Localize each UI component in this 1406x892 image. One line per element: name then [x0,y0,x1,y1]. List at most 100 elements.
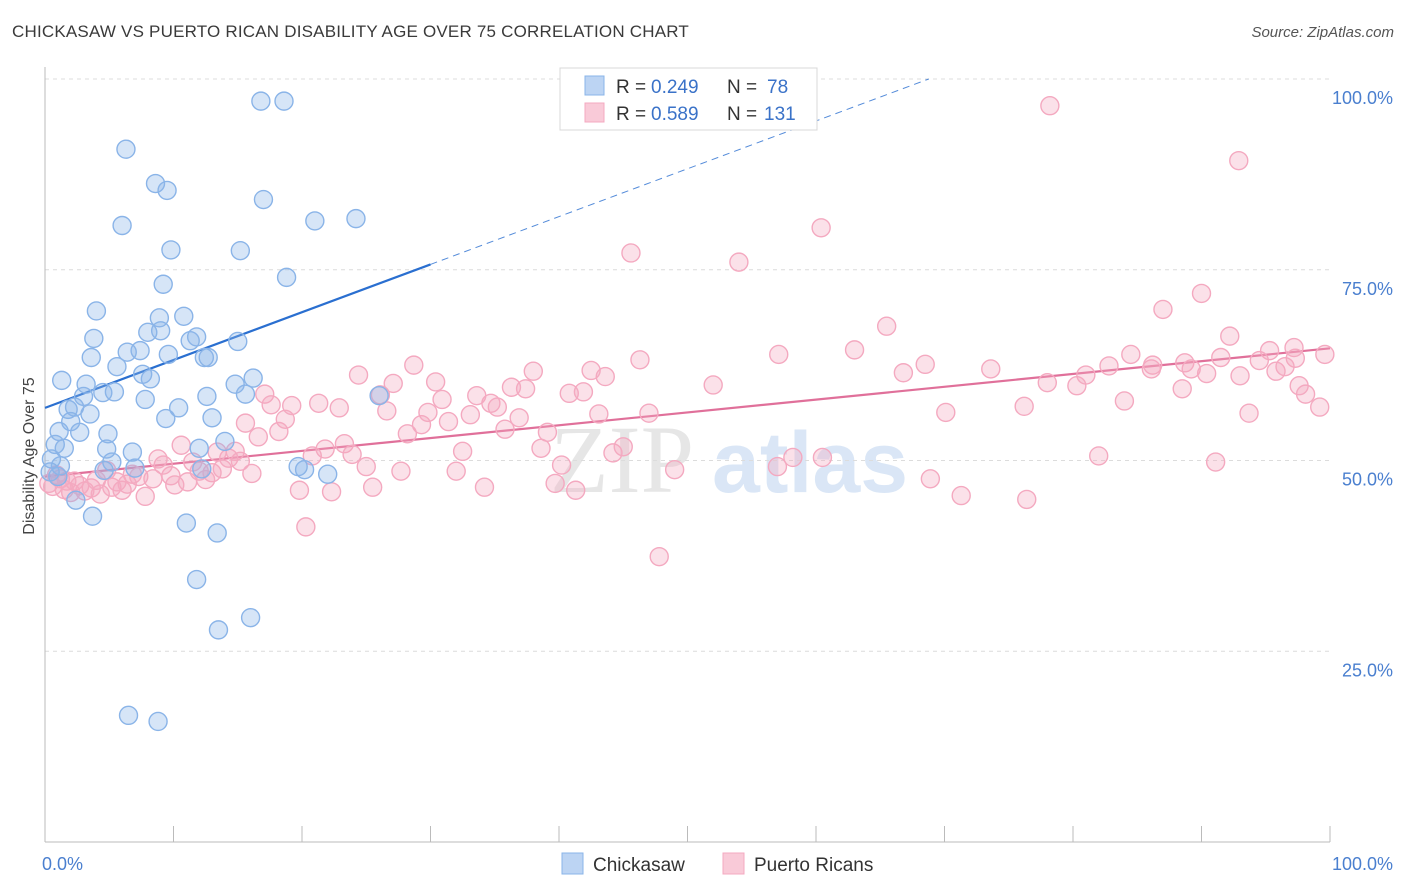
puerto-ricans-point [509,408,529,428]
chart-title: CHICKASAW VS PUERTO RICAN DISABILITY AGE… [12,22,689,41]
puerto-ricans-point [844,340,865,360]
chickasaw-point [82,506,103,526]
puerto-ricans-point [1285,348,1306,368]
chickasaw-point [176,513,197,533]
puerto-ricans-point [261,395,281,415]
puerto-ricans-point [495,419,515,439]
chickasaw-point [122,442,143,462]
trend-line-extension [430,78,929,265]
puerto-ricans-point [474,477,495,497]
chickasaw-point [235,384,256,404]
puerto-ricans-point [171,435,191,455]
chickasaw-point [150,321,171,341]
puerto-ricans-point [537,422,558,442]
puerto-ricans-point [703,375,723,395]
chickasaw-point [230,240,251,261]
chickasaw-point [102,452,122,472]
chickasaw-point [116,139,136,159]
puerto-ricans-point [418,402,438,423]
puerto-ricans-point [334,434,355,454]
puerto-ricans-point [603,443,623,463]
chickasaw-point [208,620,229,640]
chickasaw-point [276,267,297,288]
puerto-ricans-point [1172,379,1192,399]
puerto-ricans-point [309,393,329,413]
puerto-ricans-point [1205,452,1226,472]
puerto-ricans-point [329,398,349,418]
puerto-ricans-point [348,365,369,385]
y-axis-label: Disability Age Over 75 [21,377,38,535]
puerto-ricans-point [664,459,685,480]
legend-n-label: N = [727,77,757,98]
chickasaw-point [198,347,218,368]
puerto-ricans-point [342,444,362,465]
puerto-ricans-point [551,455,572,475]
puerto-ricans-point [446,461,466,481]
puerto-ricans-point [523,361,543,381]
puerto-ricans-point [1315,344,1335,365]
puerto-ricans-point [377,401,397,421]
puerto-ricans-point [202,463,222,483]
puerto-ricans-point [432,389,452,410]
legend-r-value: 0.249 [651,77,699,98]
puerto-ricans-point [452,441,473,462]
puerto-ricans-point [893,363,914,383]
chickasaw-point [76,374,96,394]
chickasaw-point [168,398,189,418]
puerto-ricans-point [589,404,609,424]
puerto-ricans-point [1239,403,1259,423]
puerto-ricans-point [1017,489,1037,510]
chickasaw-point [243,368,263,388]
x-tick-labels: 0.0% 100.0% [42,854,1393,874]
trend-line-puerto-ricans [44,347,1331,478]
puerto-ricans-point [1259,340,1280,361]
puerto-ricans-point [135,486,155,507]
chickasaw-point [98,424,118,444]
bottom-legend-chickasaw: Chickasaw [593,855,685,876]
puerto-ricans-point [1220,326,1240,346]
chickasaw-point [135,389,155,410]
legend-r-value: 0.589 [651,104,699,125]
puerto-ricans-point [117,474,137,494]
puerto-ricans-point [315,439,335,459]
chickasaw-point [253,189,274,210]
chickasaw-point [66,490,86,510]
chickasaw-point [158,344,179,365]
chickasaw-point [156,408,176,429]
puerto-ricans-point [1037,372,1058,393]
chickasaw-point [251,91,271,111]
puerto-ricans-point [1153,299,1173,320]
chickasaw-point [125,458,145,478]
puerto-ricans-point [729,252,749,272]
chickasaw-point [215,431,235,452]
legend-r-label: R = [616,77,646,98]
puerto-ricans-point [769,344,789,365]
puerto-ricans-point [566,480,586,500]
puerto-ricans-point [811,218,831,238]
puerto-ricans-point [112,480,132,500]
puerto-ricans-point [621,243,641,263]
chickasaw-point [48,466,68,487]
puerto-ricans-point [487,397,508,417]
puerto-ricans-point [269,421,289,442]
puerto-ricans-point [460,405,481,425]
chickasaw-point [130,340,150,361]
puerto-ricans-point [1191,283,1212,304]
chickasaw-point [202,408,222,428]
chickasaw-point [318,464,338,484]
chickasaw-point [228,331,248,352]
chickasaw-point [69,422,90,442]
chickasaw-point [81,347,101,368]
puerto-ricans-point [411,414,432,435]
chickasaw-point [104,382,125,402]
puerto-ricans-point [404,355,424,375]
puerto-ricans-point [1088,446,1109,466]
chickasaw-point [86,301,107,321]
puerto-ricans-point [148,449,168,469]
chickasaw-point [73,386,94,407]
puerto-ricans-point [1175,353,1195,373]
chickasaw-point [157,180,177,201]
puerto-ricans-point [630,350,650,370]
bottom-legend-swatch-puerto-ricans [722,852,745,875]
chickasaw-point [148,711,168,732]
